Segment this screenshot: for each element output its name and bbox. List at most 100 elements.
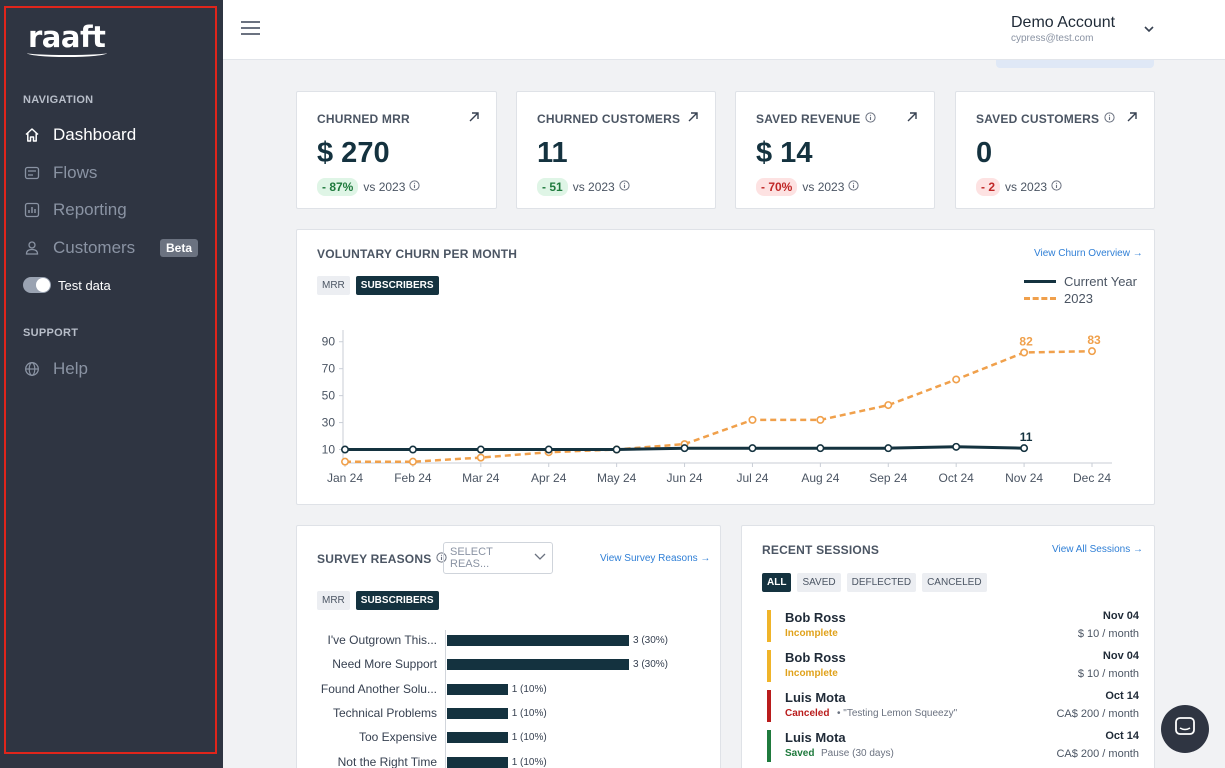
arrow-up-right-icon[interactable] [468,110,480,128]
x-tick-label: Dec 24 [1073,471,1111,485]
status-stripe [767,650,771,682]
globe-icon [23,360,41,378]
bar[interactable] [447,635,629,646]
filter-saved[interactable]: SAVED [797,573,841,592]
info-icon[interactable] [865,112,877,126]
x-tick-label: Apr 24 [531,471,567,485]
data-point-current-year [680,444,689,453]
x-tick-label: Jul 24 [736,471,768,485]
sidebar-item-customers[interactable]: Customers Beta [23,235,198,261]
bar[interactable] [447,756,508,768]
churn-chart-card: VOLUNTARY CHURN PER MONTH View Churn Ove… [296,229,1155,505]
x-tick-label: Feb 24 [394,471,432,485]
delta-badge: - 70% [756,178,798,196]
info-icon[interactable] [848,180,859,194]
session-amount: CA$ 200 / month [1056,748,1139,760]
account-email: cypress@test.com [1011,33,1094,44]
arrow-up-right-icon[interactable] [687,110,699,128]
toggle-mrr[interactable]: MRR [317,276,350,295]
data-point-2023 [1020,348,1029,357]
session-date: Nov 04 [1102,650,1139,662]
session-date: Oct 14 [1105,730,1139,742]
toggle-subscribers[interactable]: SUBSCRIBERS [355,591,439,610]
test-data-toggle[interactable] [23,277,51,293]
x-tick-label: Jan 24 [327,471,363,485]
filter-all[interactable]: ALL [762,573,792,592]
session-row[interactable]: Luis Mota Saved Pause (30 days) Oct 14 C… [767,730,1139,764]
view-all-sessions-link[interactable]: View All Sessions → [1052,544,1143,555]
x-tick-label: Nov 24 [1005,471,1043,485]
stat-title: CHURNED CUSTOMERS [537,112,681,126]
data-point-2023 [408,457,417,466]
flows-icon [23,164,41,182]
bar-category-label: Not the Right Time [337,754,437,768]
stat-value: $ 270 [317,137,390,169]
toggle-subscribers[interactable]: SUBSCRIBERS [355,276,439,295]
x-tick-label: May 24 [597,471,637,485]
info-icon[interactable] [1104,112,1115,126]
chevron-down-icon[interactable] [1143,20,1155,38]
session-note: Pause (30 days) [821,748,894,759]
x-tick-label: Mar 24 [462,471,500,485]
stat-comparison: - 51 vs 2023 [537,178,630,196]
y-tick-label: 30 [322,416,336,430]
session-row[interactable]: Luis Mota Canceled • "Testing Lemon Sque… [767,690,1139,724]
test-data-toggle-row: Test data [23,277,111,293]
stat-title: SAVED REVENUE [756,112,877,126]
session-row[interactable]: Bob Ross Incomplete Nov 04 $ 10 / month [767,650,1139,684]
info-icon[interactable] [436,552,448,566]
stat-card-saved-revenue[interactable]: SAVED REVENUE $ 14 - 70% vs 2023 [735,91,935,209]
user-icon [23,239,41,257]
status-stripe [767,690,771,722]
stat-card-churned-customers[interactable]: CHURNED CUSTOMERS 11 - 51 vs 2023 [516,91,716,209]
data-point-2023 [1087,347,1096,356]
data-point-2023 [884,401,893,410]
view-churn-overview-link[interactable]: View Churn Overview → [1034,248,1143,259]
bar[interactable] [447,683,508,695]
sidebar-item-label: Dashboard [53,125,137,144]
view-survey-reasons-link[interactable]: View Survey Reasons → [600,553,711,564]
chat-launcher-button[interactable] [1161,705,1209,753]
reason-select[interactable]: SELECT REAS... [443,542,553,574]
bar[interactable] [447,707,508,719]
bar-value-label: 3 (30%) [633,635,669,646]
arrow-up-right-icon[interactable] [1126,110,1138,128]
menu-icon[interactable] [241,21,260,35]
data-point-current-year [952,442,961,451]
support-heading: SUPPORT [23,327,79,339]
info-icon[interactable] [1051,180,1062,194]
session-note: • "Testing Lemon Squeezy" [837,708,958,719]
session-name: Luis Mota [785,690,846,705]
y-tick-label: 50 [322,389,336,403]
session-name: Bob Ross [785,650,846,665]
stat-card-churned-mrr[interactable]: CHURNED MRR $ 270 - 87% vs 2023 [296,91,497,209]
logo-swoosh [27,49,107,57]
delta-badge: - 51 [537,178,568,196]
info-icon[interactable] [619,180,630,194]
arrow-up-right-icon[interactable] [906,110,918,128]
legend-swatch-current [1024,280,1056,283]
account-menu[interactable]: Demo Account cypress@test.com [1011,14,1115,44]
bar[interactable] [447,659,629,671]
filter-canceled[interactable]: CANCELED [922,573,987,592]
sidebar-item-flows[interactable]: Flows [23,160,198,186]
session-row[interactable]: Bob Ross Incomplete Nov 04 $ 10 / month [767,610,1139,644]
data-point-2023 [476,453,485,462]
stat-title: CHURNED MRR [317,112,410,126]
bar-category-label: I've Outgrown This... [327,633,437,647]
sidebar-item-reporting[interactable]: Reporting [23,197,198,223]
account-name: Demo Account [1011,14,1116,31]
toggle-mrr[interactable]: MRR [317,591,350,610]
survey-title: SURVEY REASONS [317,552,448,566]
bar-category-label: Too Expensive [358,730,437,745]
filter-deflected[interactable]: DEFLECTED [846,573,917,592]
bar[interactable] [447,732,508,744]
data-label: 82 [1019,335,1033,349]
stat-card-saved-customers[interactable]: SAVED CUSTOMERS 0 - 2 vs 2023 [955,91,1155,209]
stat-comparison: - 2 vs 2023 [976,178,1062,196]
sidebar-item-help[interactable]: Help [23,356,198,382]
data-point-2023 [748,415,757,424]
sidebar-item-dashboard[interactable]: Dashboard [23,122,198,148]
info-icon[interactable] [409,180,420,194]
session-status: Incomplete [785,668,838,679]
